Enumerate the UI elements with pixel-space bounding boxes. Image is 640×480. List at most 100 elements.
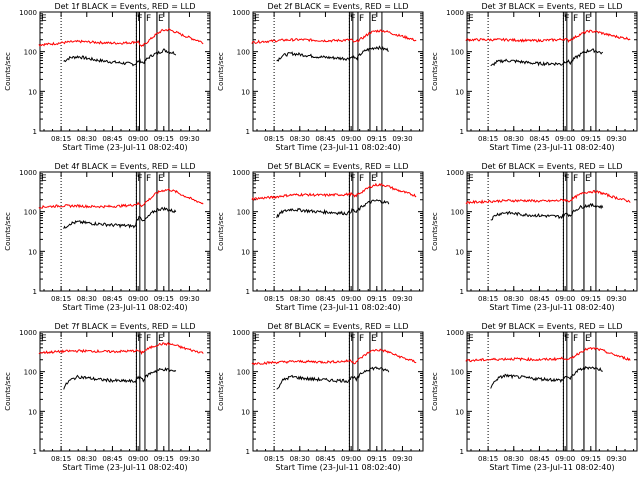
x-tick-label: 09:15 <box>367 295 387 303</box>
x-tick-label: 08:30 <box>504 135 524 143</box>
interval-label: E <box>41 334 47 344</box>
interval-label: E <box>158 14 164 24</box>
y-tick-label: 100 <box>237 209 250 217</box>
y-tick-label: 100 <box>451 49 464 57</box>
events-series-line <box>490 48 604 67</box>
x-tick-label: 08:45 <box>102 455 122 463</box>
x-tick-label: 09:30 <box>179 135 199 143</box>
detector-panel-3: Det 3f BLACK = Events, RED = LLD 1 10 100 10… <box>431 2 638 152</box>
x-tick-label: 08:45 <box>315 135 335 143</box>
interval-label: F <box>573 14 578 24</box>
x-tick-label: 09:30 <box>392 295 412 303</box>
x-axis-label: Start Time (23-Jul-11 08:02:40) <box>275 463 400 472</box>
lld-series-line <box>38 342 204 356</box>
x-tick-label: 08:30 <box>77 455 97 463</box>
lld-series-line <box>251 182 417 201</box>
y-tick-label: 10 <box>241 248 250 256</box>
interval-label: F <box>564 334 569 344</box>
interval-label: E <box>158 174 164 184</box>
x-tick-label: 09:30 <box>606 455 626 463</box>
panel-title: Det 4f BLACK = Events, RED = LLD <box>54 162 195 171</box>
interval-label: F <box>359 14 364 24</box>
interval-label: E <box>468 334 474 344</box>
detector-panel-8: Det 8f BLACK = Events, RED = LLD 1 10 100 10… <box>217 322 424 472</box>
y-tick-label: 10 <box>28 408 37 416</box>
plot-frame <box>39 331 211 452</box>
y-axis-label: Counts/sec <box>217 372 225 411</box>
x-tick-label: 09:15 <box>154 295 174 303</box>
y-tick-label: 1 <box>33 288 37 296</box>
lld-series-line <box>38 28 204 47</box>
x-tick-label: 09:30 <box>606 135 626 143</box>
y-tick-label: 1 <box>460 128 464 136</box>
lld-series-line <box>465 346 631 363</box>
x-tick-label: 08:15 <box>264 455 284 463</box>
interval-label: F <box>564 14 569 24</box>
interval-label: E <box>585 334 591 344</box>
events-series-line <box>276 366 390 390</box>
x-tick-label: 08:45 <box>529 455 549 463</box>
x-tick-label: 09:00 <box>555 455 575 463</box>
y-tick-label: 100 <box>237 49 250 57</box>
x-tick-label: 08:45 <box>529 295 549 303</box>
x-tick-label: 08:45 <box>529 135 549 143</box>
lld-series-line <box>465 29 631 43</box>
x-tick-label: 08:45 <box>102 295 122 303</box>
panel-title: Det 5f BLACK = Events, RED = LLD <box>267 162 408 171</box>
x-tick-label: 09:00 <box>341 455 361 463</box>
y-tick-label: 100 <box>451 369 464 377</box>
y-axis-label: Counts/sec <box>4 372 12 411</box>
x-tick-label: 09:00 <box>341 135 361 143</box>
x-axis-label: Start Time (23-Jul-11 08:02:40) <box>62 463 187 472</box>
interval-label: F <box>564 174 569 184</box>
interval-label: F <box>350 14 355 24</box>
y-tick-label: 1 <box>246 448 250 456</box>
x-tick-label: 09:00 <box>128 295 148 303</box>
interval-label: E <box>158 334 164 344</box>
y-axis-label: Counts/sec <box>4 212 12 251</box>
x-axis-label: Start Time (23-Jul-11 08:02:40) <box>489 303 614 312</box>
interval-label: E <box>585 14 591 24</box>
y-axis-label: Counts/sec <box>431 372 439 411</box>
interval-label: F <box>573 174 578 184</box>
y-tick-label: 10 <box>455 408 464 416</box>
x-tick-label: 08:30 <box>77 135 97 143</box>
y-tick-label: 1000 <box>446 329 464 337</box>
x-axis-label: Start Time (23-Jul-11 08:02:40) <box>275 143 400 152</box>
interval-label: F <box>137 14 142 24</box>
detector-panel-4: Det 4f BLACK = Events, RED = LLD 1 10 100 10… <box>4 162 211 312</box>
x-tick-label: 08:15 <box>264 295 284 303</box>
x-axis-label: Start Time (23-Jul-11 08:02:40) <box>489 143 614 152</box>
y-axis-label: Counts/sec <box>431 212 439 251</box>
interval-label: E <box>468 14 474 24</box>
interval-label: E <box>254 14 260 24</box>
interval-label: E <box>371 334 377 344</box>
y-tick-label: 10 <box>241 88 250 96</box>
y-tick-label: 10 <box>241 408 250 416</box>
plot-frame <box>252 11 424 132</box>
detector-panel-6: Det 6f BLACK = Events, RED = LLD 1 10 100 10… <box>431 162 638 312</box>
y-tick-label: 1000 <box>446 9 464 17</box>
interval-label: E <box>41 174 47 184</box>
lld-series-line <box>38 188 204 209</box>
x-tick-label: 08:45 <box>102 135 122 143</box>
plot-frame <box>252 331 424 452</box>
events-series-line <box>490 365 603 389</box>
y-axis-label: Counts/sec <box>4 52 12 91</box>
x-tick-label: 09:15 <box>367 135 387 143</box>
x-tick-label: 09:30 <box>179 295 199 303</box>
x-tick-label: 09:30 <box>606 295 626 303</box>
x-tick-label: 09:00 <box>341 295 361 303</box>
panel-title: Det 3f BLACK = Events, RED = LLD <box>481 2 622 11</box>
x-tick-label: 09:15 <box>154 135 174 143</box>
y-tick-label: 10 <box>28 88 37 96</box>
panel-title: Det 6f BLACK = Events, RED = LLD <box>481 162 622 171</box>
events-series-line <box>63 48 177 67</box>
detector-panel-2: Det 2f BLACK = Events, RED = LLD 1 10 100 10… <box>217 2 424 152</box>
x-tick-label: 09:30 <box>392 135 412 143</box>
y-tick-label: 100 <box>24 209 37 217</box>
interval-label: F <box>146 334 151 344</box>
interval-label: F <box>359 334 364 344</box>
plot-frame <box>39 11 211 132</box>
interval-label: E <box>41 14 47 24</box>
